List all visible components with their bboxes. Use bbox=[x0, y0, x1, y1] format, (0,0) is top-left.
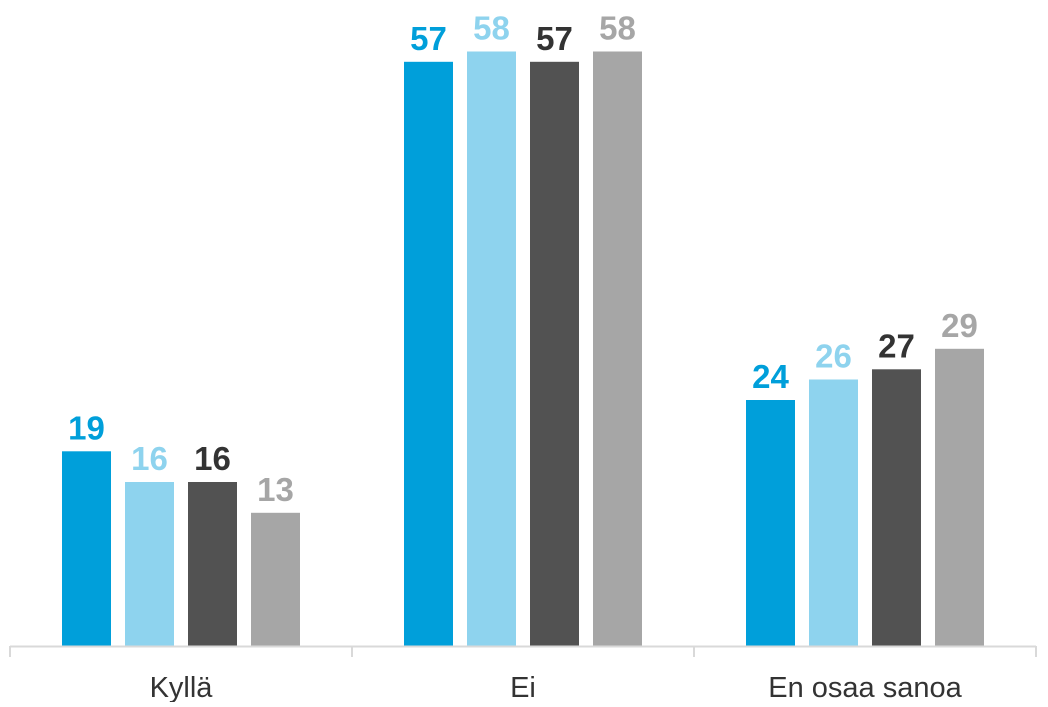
bar-0-1 bbox=[125, 482, 174, 646]
bar-1-0 bbox=[404, 61, 453, 647]
data-label-0-2: 16 bbox=[194, 440, 231, 477]
data-label-1-3: 58 bbox=[599, 10, 636, 47]
bar-2-1 bbox=[809, 379, 858, 646]
data-label-0-0: 19 bbox=[68, 409, 105, 446]
bar-1-2 bbox=[530, 61, 579, 647]
data-label-2-0: 24 bbox=[752, 358, 789, 395]
bar-1-1 bbox=[467, 51, 516, 646]
data-label-0-1: 16 bbox=[131, 440, 168, 477]
bar-1-3 bbox=[593, 51, 642, 646]
bar-0-2 bbox=[188, 482, 237, 646]
bar-2-3 bbox=[935, 348, 984, 647]
data-label-1-2: 57 bbox=[536, 20, 573, 57]
data-label-0-3: 13 bbox=[257, 471, 294, 508]
bar-0-3 bbox=[251, 512, 300, 647]
data-label-1-1: 58 bbox=[473, 10, 510, 47]
data-label-2-1: 26 bbox=[815, 338, 852, 375]
bar-2-2 bbox=[872, 369, 921, 647]
data-label-1-0: 57 bbox=[410, 20, 447, 57]
data-label-2-3: 29 bbox=[941, 307, 978, 344]
x-tick-label-1: Ei bbox=[510, 672, 536, 702]
x-tick-label-2: En osaa sanoa bbox=[768, 672, 962, 702]
data-label-2-2: 27 bbox=[878, 327, 915, 364]
x-tick-label-0: Kyllä bbox=[150, 672, 214, 702]
bar-2-0 bbox=[746, 400, 795, 646]
bar-0-0 bbox=[62, 451, 111, 647]
